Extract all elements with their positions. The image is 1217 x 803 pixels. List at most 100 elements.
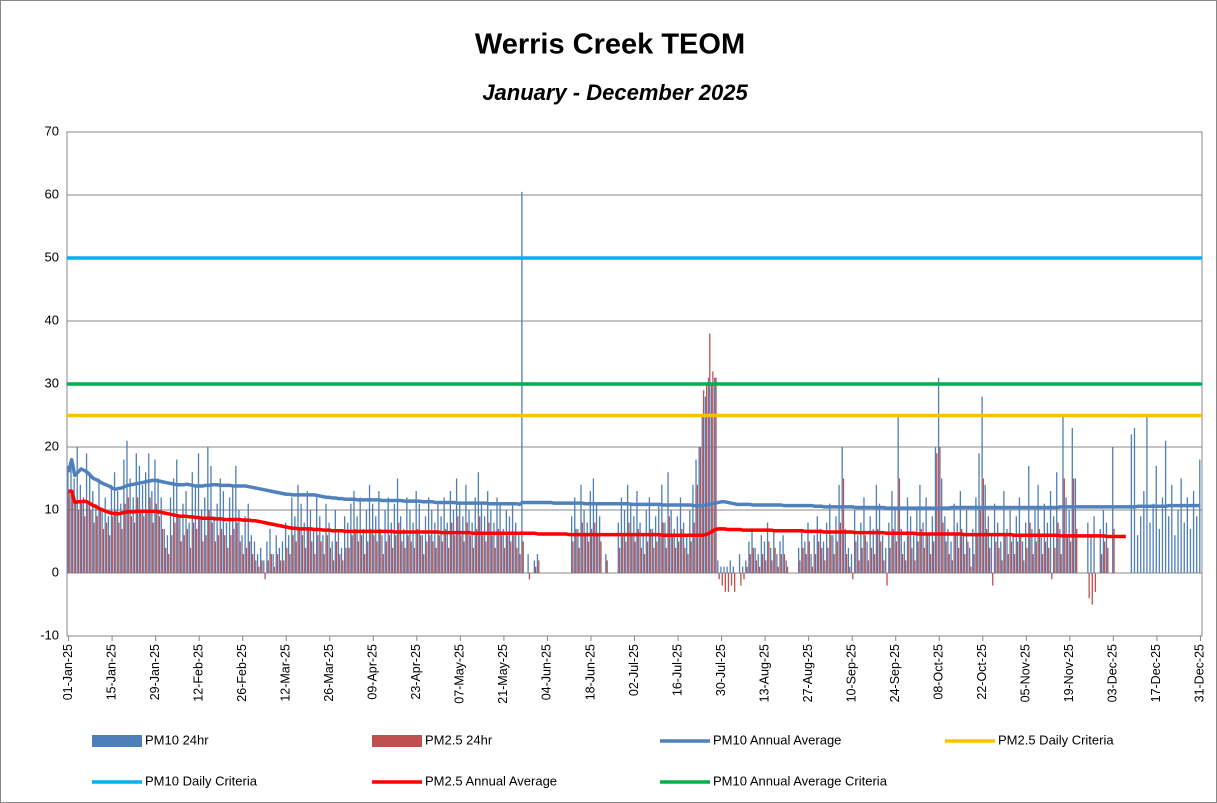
bar [857, 535, 859, 573]
bar [238, 510, 240, 573]
y-tick-label: 0 [52, 564, 59, 579]
bar [351, 535, 353, 573]
x-tick-label: 23-Apr-25 [409, 644, 423, 700]
bar [1133, 428, 1136, 573]
bar [110, 484, 113, 573]
bar [406, 497, 408, 573]
bar [819, 528, 822, 573]
bar [742, 566, 744, 573]
bar [919, 484, 921, 573]
bar [777, 566, 779, 573]
bar [1099, 528, 1101, 573]
bar [768, 541, 770, 573]
bar [457, 516, 459, 573]
bar [191, 472, 193, 573]
bar [90, 510, 92, 573]
bar [281, 541, 284, 573]
bar [992, 573, 994, 586]
bar [404, 547, 406, 573]
bar [371, 503, 374, 573]
bar [950, 541, 952, 573]
bar [723, 566, 725, 573]
y-tick-label: 50 [45, 249, 59, 264]
bar [933, 541, 935, 573]
bar [452, 510, 455, 573]
bar [70, 459, 72, 573]
bar [807, 522, 809, 573]
bar [286, 547, 288, 573]
bar [217, 535, 220, 573]
bar [301, 535, 304, 573]
bar [639, 522, 641, 573]
bar [258, 566, 260, 573]
bar [845, 554, 848, 573]
bar [363, 554, 366, 573]
bar [85, 453, 88, 573]
bar [984, 484, 986, 573]
bar [1192, 491, 1195, 573]
bar [390, 522, 392, 573]
bar [758, 566, 761, 573]
bar [922, 522, 924, 573]
bar [961, 528, 963, 573]
bar [1038, 528, 1041, 573]
bar [894, 510, 896, 573]
bar [724, 573, 726, 592]
bar [1146, 415, 1148, 573]
bar [263, 560, 265, 573]
bar [957, 547, 960, 573]
x-tick-label: 26-Feb-25 [235, 644, 249, 702]
bar [1040, 535, 1042, 573]
x-tick-label: 31-Dec-25 [1193, 644, 1207, 702]
bar [1168, 516, 1170, 573]
bar [500, 535, 503, 573]
bar [802, 547, 804, 573]
bar [698, 447, 700, 573]
bar [589, 491, 591, 573]
bar [182, 503, 184, 573]
bar [288, 535, 290, 573]
bar [880, 541, 882, 573]
bar [291, 497, 293, 573]
bar [998, 547, 1000, 573]
bar [964, 554, 966, 573]
bar [838, 484, 840, 573]
bar [241, 535, 243, 573]
bar [1041, 554, 1044, 573]
bar [1052, 516, 1055, 573]
bar [979, 510, 981, 573]
bar [667, 472, 669, 573]
bar [584, 535, 587, 573]
bar [642, 535, 644, 573]
bar [917, 541, 919, 573]
bar [844, 528, 846, 573]
bar [1140, 516, 1142, 573]
bar [913, 535, 915, 573]
bar [493, 522, 495, 573]
bar [776, 554, 778, 573]
bar [101, 510, 103, 573]
bar [276, 554, 279, 573]
bar [534, 566, 537, 573]
bar [903, 541, 906, 573]
bar [368, 484, 371, 573]
bar [335, 541, 338, 573]
bar [527, 554, 529, 573]
bar [294, 516, 296, 573]
bar [881, 535, 884, 573]
bar [1010, 541, 1013, 573]
bar [1048, 547, 1050, 573]
bar [1006, 528, 1008, 573]
bar [1043, 503, 1045, 573]
bar [715, 377, 717, 573]
bar [536, 554, 539, 573]
bar [331, 541, 333, 573]
bar [877, 528, 879, 573]
x-tick-label: 08-Oct-25 [932, 644, 946, 700]
bar [256, 554, 259, 573]
bar [427, 497, 430, 573]
bar [771, 560, 773, 573]
bar [483, 516, 486, 573]
bar [508, 516, 511, 573]
bar [1025, 522, 1027, 573]
